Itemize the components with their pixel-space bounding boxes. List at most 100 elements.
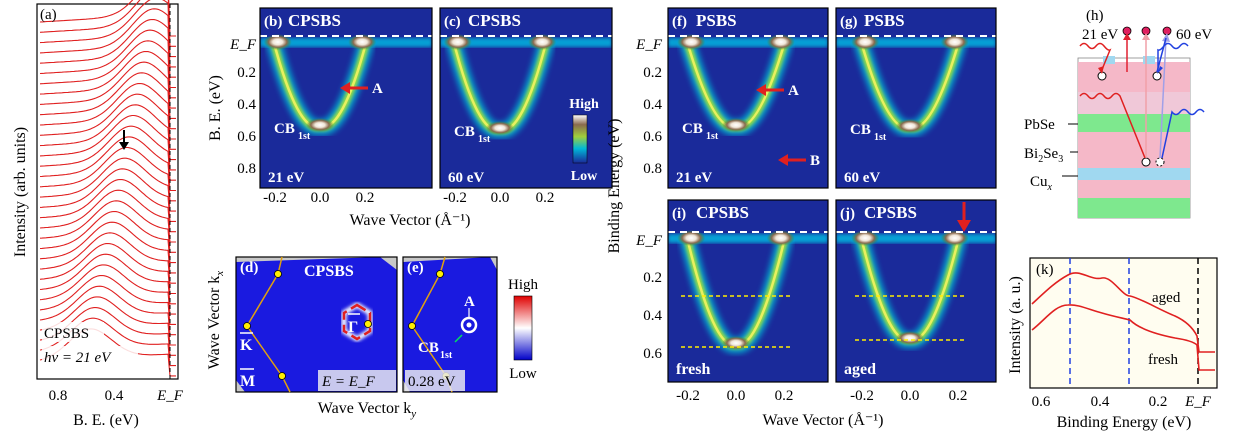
panel-e-label: (e) (407, 260, 424, 276)
panel-e-energy: 0.28 eV (408, 374, 456, 390)
axes-de-xlabel-sub: y (410, 408, 416, 420)
axes-bc-xlabel: Wave Vector (Å⁻¹) (350, 211, 471, 229)
panel-h-label: (h) (1086, 8, 1104, 24)
panel-d-energy: E = E_F (321, 374, 375, 390)
layer-pbse-label: PbSe (1024, 117, 1055, 133)
panel-label: (c) (444, 14, 461, 30)
mbar-label: M (240, 373, 255, 390)
cb-label: CB (454, 124, 475, 140)
panel-k-frame (1029, 257, 1218, 389)
edc-curve (39, 285, 176, 336)
svg-text:Cux: Cux (1030, 174, 1053, 193)
sample-state: aged (844, 361, 876, 378)
panel-a-xlabel: B. E. (eV) (73, 412, 139, 429)
edc-curve (39, 18, 176, 78)
tick-ij-04: 0.4 (643, 308, 662, 324)
tick-fg-02: 0.2 (643, 65, 662, 81)
panel-h-e60: 60 eV (1176, 27, 1212, 43)
tick-ij-02: 0.2 (643, 270, 662, 286)
arpes-frame (667, 199, 829, 383)
panel-title: CPSBS (288, 11, 341, 30)
tick-ij-06: 0.6 (643, 346, 662, 362)
axes-bc-ylabel: B. E. (eV) (207, 75, 224, 141)
edc-curve (39, 157, 176, 212)
edc-curve (39, 104, 176, 161)
tick-i-02: 0.2 (775, 388, 794, 404)
marker-b: B (810, 153, 820, 169)
photon-21ev-icon (1079, 42, 1112, 73)
arpes-frame (835, 7, 997, 189)
panel-e: (e) A CB 1st 0.28 eV High Low (402, 256, 539, 393)
panel-title: CPSBS (468, 11, 521, 30)
cb-label: CB (850, 122, 871, 138)
cb-label: CB (682, 121, 703, 137)
edc-curve (39, 61, 176, 119)
sample-state: fresh (676, 361, 710, 378)
photon-21ev-deep-icon (1079, 92, 1146, 159)
colorbar-c-low: Low (571, 169, 598, 184)
arpes-bg (668, 200, 828, 382)
left-arrow-icon (756, 84, 766, 96)
photon-energy: 60 eV (448, 170, 484, 186)
tick-b-00: 0.0 (311, 190, 330, 206)
cb-label-sub: 1st (874, 132, 887, 143)
panel-h-e21: 21 eV (1082, 27, 1118, 43)
svg-text:Bi2Se3: Bi2Se3 (1024, 146, 1063, 165)
panel-i: (i) CPSBS fresh (667, 199, 829, 383)
edc-curve (39, 8, 176, 68)
tick-c-02: 0.2 (536, 190, 555, 206)
panel-a-label: (a) (40, 7, 57, 23)
panel-d-frame (235, 256, 398, 393)
panel-e-band: CB (418, 340, 439, 356)
left-arrow-icon (778, 154, 788, 166)
edc-curve (39, 0, 176, 47)
panel-d: (d) CPSBS Γ K M E = E_F (235, 256, 398, 393)
sample-label-a: CPSBS (44, 326, 89, 342)
edc-curve (39, 189, 176, 243)
panel-label: (g) (840, 14, 858, 30)
panel-label: (b) (264, 14, 282, 30)
tick-fg-ef: E_F (635, 37, 663, 53)
arpes-frame (667, 7, 829, 189)
axes-de-ylabel-sub: x (214, 271, 226, 277)
axes-fgij-xlabel: Wave Vector (Å⁻¹) (763, 411, 884, 429)
tick-a-ef: E_F (156, 388, 184, 404)
marker-a: A (372, 81, 383, 97)
panel-label: (j) (840, 206, 855, 222)
layer-cux (1078, 168, 1190, 180)
cb-label-sub: 1st (298, 131, 311, 142)
axes-de-xlabel: Wave Vector k (318, 400, 412, 417)
tick-k-06: 0.6 (1032, 394, 1051, 410)
tick-fg-04: 0.4 (643, 97, 662, 113)
layer-bi2se3 (1078, 132, 1190, 168)
svg-text:Wave Vector ky: Wave Vector ky (318, 400, 417, 420)
left-arrow-icon (340, 82, 350, 94)
tick-c-00: 0.0 (491, 190, 510, 206)
panel-a: (a) CPSBS hν = 21 eV Intensity (arb. uni… (12, 0, 184, 429)
arpes-bg (836, 200, 996, 382)
tick-a-04: 0.4 (105, 388, 124, 404)
edc-curve (39, 82, 176, 140)
colorbar-de-low: Low (509, 366, 537, 382)
panel-c: (c) CPSBS 60 eV CB 1st High Low (439, 7, 613, 189)
edc-curve (39, 232, 176, 284)
cb-label-sub: 1st (478, 134, 491, 145)
kbar-label: K (240, 337, 253, 354)
panel-k-xlabel: Binding Energy (eV) (1057, 414, 1192, 431)
fs-map-d (236, 257, 397, 392)
panel-title: PSBS (864, 11, 905, 30)
edc-curves (39, 0, 176, 377)
tick-k-04: 0.4 (1091, 394, 1110, 410)
tick-bc-ef: E_F (229, 37, 257, 53)
down-arrow-icon (957, 220, 971, 232)
panel-j: (j) CPSBS aged (835, 199, 997, 383)
panel-g: (g) PSBS 60 eV CB 1st (835, 7, 997, 189)
photon-60ev-deep-icon (1161, 108, 1205, 159)
edc-curve (39, 242, 176, 295)
axes-fgij: Binding Energy (eV) E_F 0.2 0.4 0.6 0.8 … (606, 37, 967, 429)
edc-curve (39, 0, 176, 37)
panel-f: (f) PSBS 21 eV CB 1st A B (667, 7, 829, 189)
edc-curve (39, 0, 176, 58)
tick-k-ef: E_F (1184, 394, 1212, 410)
